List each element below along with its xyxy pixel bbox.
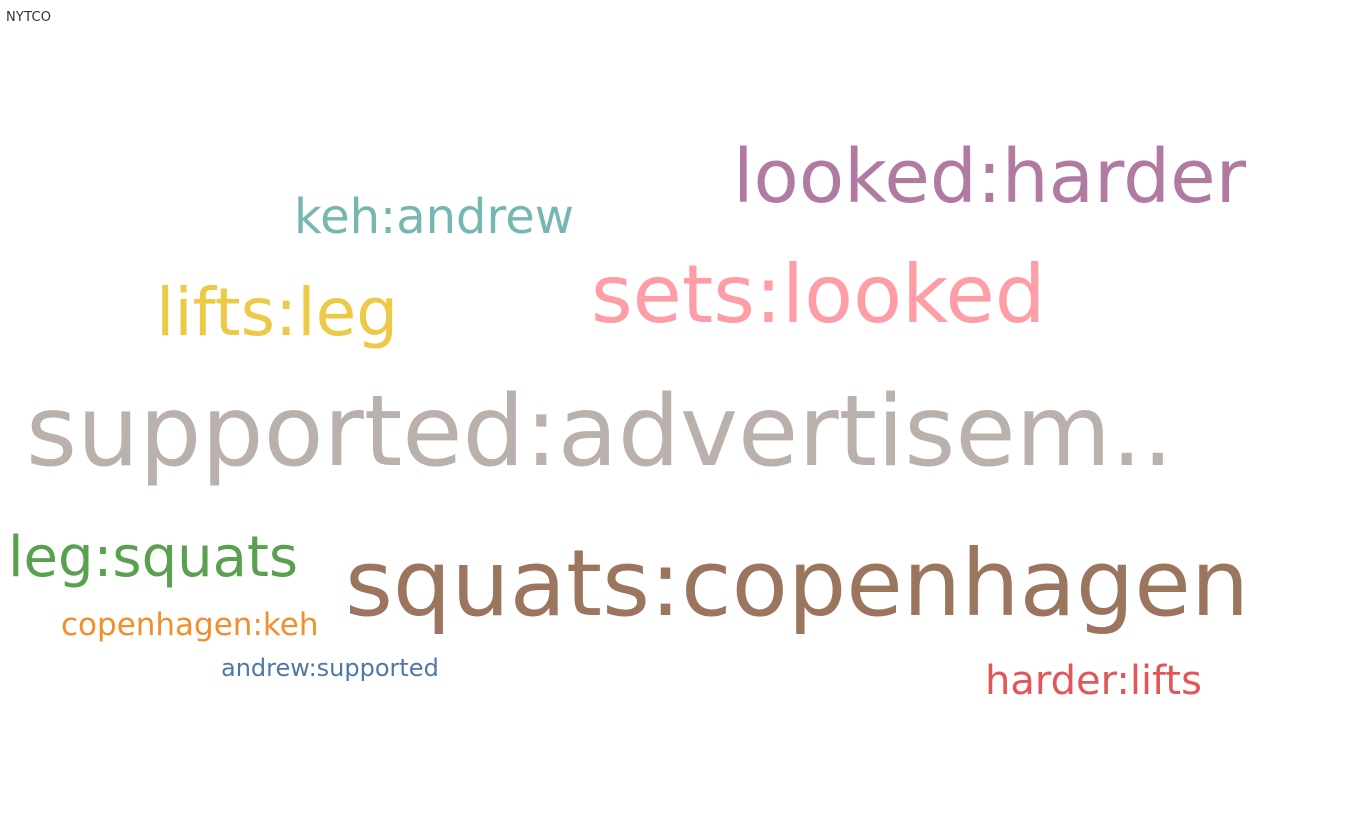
sheet-title: NYTCO — [6, 10, 52, 25]
word-lifts-leg[interactable]: lifts:leg — [156, 274, 399, 351]
word-squats-copenhagen[interactable]: squats:copenhagen — [345, 530, 1250, 637]
word-looked-harder[interactable]: looked:harder — [733, 134, 1247, 220]
word-supported-advertisem[interactable]: supported:advertisem.. — [26, 375, 1174, 489]
word-sets-looked[interactable]: sets:looked — [591, 248, 1046, 341]
word-leg-squats[interactable]: leg:squats — [8, 525, 299, 590]
word-copenhagen-keh[interactable]: copenhagen:keh — [61, 607, 319, 643]
word-andrew-supported[interactable]: andrew:supported — [221, 654, 439, 682]
word-harder-lifts[interactable]: harder:lifts — [985, 658, 1202, 704]
word-keh-andrew[interactable]: keh:andrew — [294, 189, 574, 245]
